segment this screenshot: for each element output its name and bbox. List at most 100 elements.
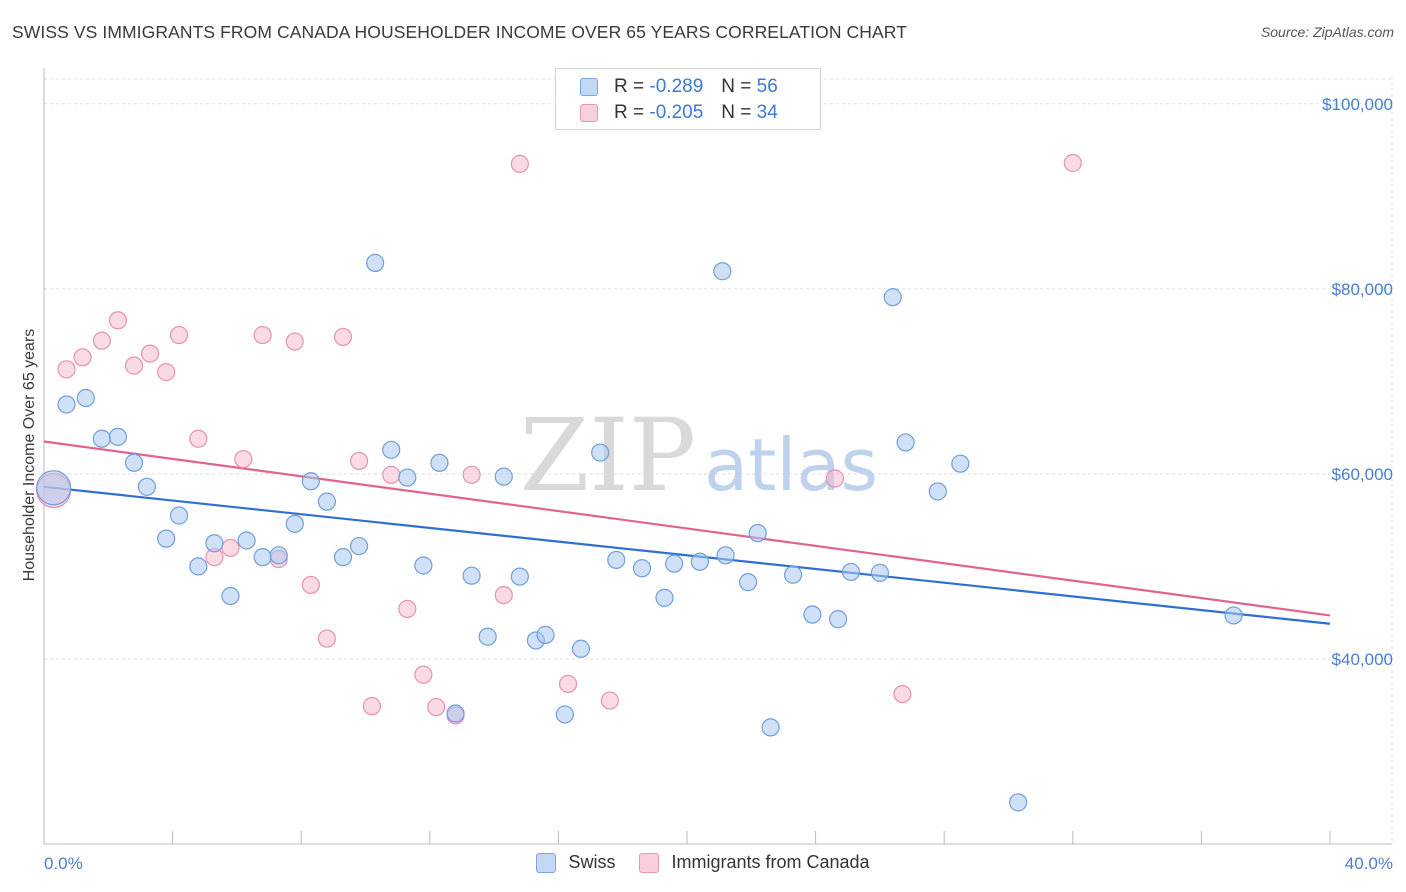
swiss-point <box>462 566 481 585</box>
canada-point <box>253 325 272 345</box>
swiss-point <box>738 573 758 592</box>
swiss-point <box>137 477 156 496</box>
canada-point <box>157 362 176 382</box>
swiss-point <box>829 610 848 629</box>
canada-point <box>189 429 208 448</box>
trend-lines <box>43 440 1331 625</box>
series-legend: Swiss Immigrants from Canada <box>0 852 1406 873</box>
canada-r-value: -0.205 <box>649 102 704 123</box>
canada-point <box>285 332 304 351</box>
swiss-point <box>333 548 353 567</box>
swiss-point <box>896 433 915 452</box>
swiss-point <box>108 427 128 446</box>
swiss-point <box>928 482 947 501</box>
swiss-point <box>536 625 555 644</box>
axes <box>43 68 1392 845</box>
swiss-point <box>748 523 767 543</box>
canada-legend-swatch <box>639 852 660 873</box>
y-tick-label: $60,000 <box>1332 465 1393 484</box>
y-tick-label: $100,000 <box>1322 95 1393 114</box>
canada-point <box>221 538 240 558</box>
chart-title: SWISS VS IMMIGRANTS FROM CANADA HOUSEHOL… <box>12 22 908 42</box>
canada-swatch <box>580 104 598 122</box>
y-axis-label: Householder Income Over 65 years <box>21 329 38 582</box>
swiss-point <box>157 529 176 548</box>
canada-point <box>510 154 529 174</box>
swiss-point <box>870 563 890 582</box>
canada-point <box>301 575 320 595</box>
canada-point <box>234 449 253 469</box>
watermark: ZIP atlas <box>520 397 878 514</box>
swiss-point <box>205 534 224 553</box>
swiss-point <box>398 468 417 487</box>
x-tick-label-max: 40.0% <box>1345 854 1393 873</box>
swiss-r-value: -0.289 <box>649 76 704 97</box>
swiss-point <box>555 705 574 724</box>
swiss-trend-line <box>43 485 1331 625</box>
swiss-point <box>36 470 72 506</box>
swiss-point <box>124 453 144 472</box>
swiss-point <box>189 557 208 576</box>
swiss-point <box>1224 606 1243 625</box>
canada-point <box>362 697 382 716</box>
canada-point <box>825 469 844 488</box>
canada-point <box>169 325 189 345</box>
canada-point <box>140 344 160 363</box>
x-tick-label-min: 0.0% <box>44 854 83 873</box>
legend-item-canada[interactable]: Immigrants from Canada <box>639 852 870 873</box>
swiss-point <box>221 586 240 606</box>
y-tick-label: $40,000 <box>1332 650 1393 669</box>
swiss-point <box>951 454 970 473</box>
swiss-r-label: R = <box>614 76 645 97</box>
swiss-point <box>665 554 684 573</box>
canada-n-label: N = <box>721 102 752 123</box>
canada-point <box>893 685 912 704</box>
canada-point <box>398 599 417 619</box>
swiss-n-value: 56 <box>756 76 778 97</box>
grid-lines <box>44 76 1393 844</box>
legend-row-swiss: R = -0.289 N = 56 <box>580 74 778 100</box>
watermark-atlas: atlas <box>704 423 878 507</box>
swiss-point <box>632 559 652 578</box>
canada-point <box>462 465 481 484</box>
swiss-point <box>510 567 529 586</box>
legend-row-canada: R = -0.205 N = 34 <box>580 100 778 126</box>
canada-point <box>349 451 369 471</box>
swiss-point <box>716 546 735 565</box>
canada-point <box>1063 153 1082 173</box>
tick-labels: $40,000 $60,000 $80,000 $100,000 0.0% 40.0% <box>44 95 1393 873</box>
swiss-point <box>57 395 76 414</box>
swiss-point <box>414 556 433 575</box>
swiss-point <box>317 492 337 511</box>
swiss-n-label: N = <box>721 76 752 97</box>
canada-point <box>382 465 401 484</box>
canada-point <box>558 674 578 694</box>
canada-point <box>317 629 337 648</box>
legend-item-swiss[interactable]: Swiss <box>536 852 615 873</box>
swiss-point <box>841 562 861 582</box>
canada-r-label: R = <box>614 102 645 123</box>
swiss-point <box>382 440 401 459</box>
swiss-point <box>446 704 465 723</box>
swiss-point <box>92 429 111 448</box>
swiss-point <box>269 546 288 565</box>
canada-point <box>108 311 128 330</box>
swiss-point <box>571 639 591 658</box>
swiss-point <box>169 506 189 525</box>
canada-point <box>57 360 76 379</box>
swiss-point <box>253 548 272 567</box>
data-points <box>36 153 1243 812</box>
canada-point <box>333 327 353 347</box>
canada-trend-line <box>43 440 1331 617</box>
swiss-point <box>237 531 256 550</box>
swiss-point <box>1009 793 1028 812</box>
swiss-point <box>478 627 497 646</box>
canada-point <box>600 691 619 710</box>
source-label: Source: ZipAtlas.com <box>1260 24 1394 40</box>
canada-point <box>414 665 433 684</box>
canada-point <box>73 348 92 367</box>
swiss-point <box>690 552 709 571</box>
swiss-point <box>430 453 449 472</box>
swiss-point <box>349 536 369 556</box>
